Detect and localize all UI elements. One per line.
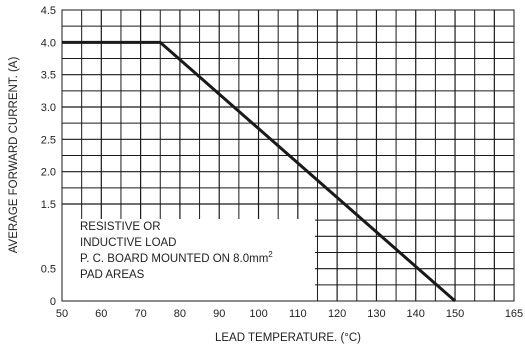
x-tick-label: 50 <box>56 308 68 320</box>
annotation-background <box>62 219 315 301</box>
x-tick-label: 165 <box>505 308 523 320</box>
plot-border <box>61 9 515 302</box>
x-tick-label: 70 <box>134 308 146 320</box>
x-tick-label: 100 <box>249 308 267 320</box>
y-tick-label: 4.5 <box>41 5 56 17</box>
annotation-box <box>62 219 315 301</box>
y-tick-label: 2.0 <box>41 167 56 179</box>
y-tick-label: 1.5 <box>41 199 56 211</box>
annotation-line-4: PAD AREAS <box>80 269 145 281</box>
x-tick-label: 80 <box>174 308 186 320</box>
annotation-superscript: 2 <box>268 250 273 259</box>
x-tick-label: 60 <box>95 308 107 320</box>
y-tick-label: 4.0 <box>41 37 56 49</box>
annotation-line-3-text: P. C. BOARD MOUNTED ON 8.0mm <box>80 253 268 265</box>
y-tick-label: 0 <box>50 296 56 308</box>
y-tick-label: 3.5 <box>41 70 56 82</box>
y-tick-label: 2.5 <box>41 134 56 146</box>
x-tick-label: 150 <box>446 308 464 320</box>
y-axis-title: AVERAGE FORWARD CURRENT. (A) <box>8 57 20 254</box>
x-axis-title: LEAD TEMPERATURE. (°C) <box>215 332 361 344</box>
annotation-text: RESISTIVE OR INDUCTIVE LOAD P. C. BOARD … <box>80 221 273 281</box>
annotation-line-3: P. C. BOARD MOUNTED ON 8.0mm2 <box>80 250 273 265</box>
y-tick-labels: 0 0.5 1.5 2.0 2.5 3.0 3.5 4.0 4.5 <box>41 5 56 308</box>
y-tick-label: 0.5 <box>41 264 56 276</box>
x-tick-label: 120 <box>328 308 346 320</box>
annotation-line-1: RESISTIVE OR <box>80 221 161 233</box>
series-layer <box>62 40 457 303</box>
series-line-1 <box>62 40 457 303</box>
x-tick-label: 90 <box>213 308 225 320</box>
annotation-line-2: INDUCTIVE LOAD <box>80 237 177 249</box>
x-tick-labels: 50 60 70 80 90 100 110 120 130 140 150 165 <box>56 308 523 320</box>
x-tick-label: 110 <box>289 308 307 320</box>
y-tick-label: 3.0 <box>41 102 56 114</box>
x-tick-label: 130 <box>367 308 385 320</box>
x-tick-label: 140 <box>407 308 425 320</box>
